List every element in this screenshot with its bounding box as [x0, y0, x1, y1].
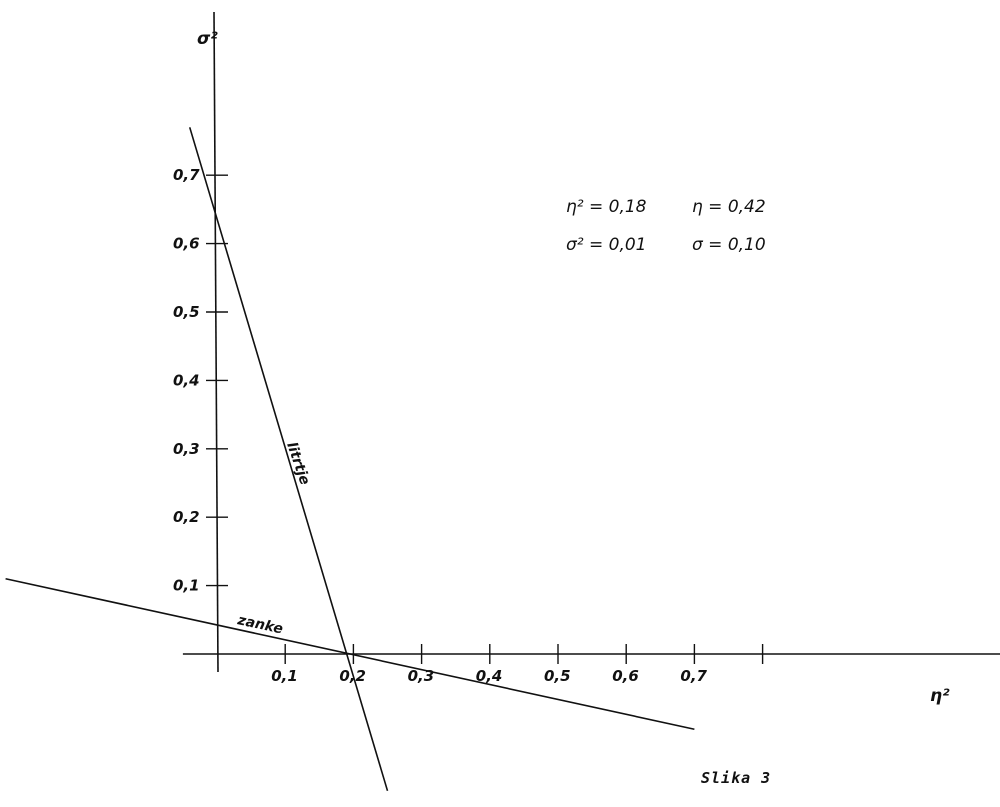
x-tick-label-5: 0,5 — [544, 667, 571, 685]
series — [5, 127, 695, 792]
annotation-block: η² = 0,18 η = 0,42 σ² = 0,01 σ = 0,10 — [566, 197, 766, 255]
annotation-sigma: σ = 0,10 — [692, 235, 766, 255]
y-tick-label-5: 0,5 — [173, 303, 200, 321]
x-tick-label-6: 0,6 — [612, 667, 639, 685]
x-tick-label-7: 0,7 — [680, 667, 707, 685]
y-tick-label-3: 0,3 — [173, 440, 200, 458]
ticks: 0,1 0,2 0,3 0,4 0,5 0,6 0,70,10,20,30,40,50,60… — [173, 166, 764, 685]
annotation-sigma-squared: σ² = 0,01 — [566, 235, 647, 255]
series-label-litrtje: litrtje — [283, 440, 313, 487]
annotation-eta-squared: η² = 0,18 — [566, 197, 647, 217]
y-axis-label: σ² — [197, 29, 218, 49]
y-tick-label-7: 0,7 — [173, 166, 200, 184]
series-line-litrtje — [188, 127, 389, 792]
y-axis — [213, 11, 219, 673]
axes — [182, 11, 1000, 673]
y-tick-label-4: 0,4 — [173, 371, 200, 389]
figure-caption: Slika 3 — [701, 769, 771, 787]
y-tick-label-1: 0,1 — [173, 577, 200, 595]
x-tick-label-4: 0,4 — [476, 667, 503, 685]
annotation-eta: η = 0,42 — [692, 197, 766, 217]
series-line-zanke — [5, 577, 695, 731]
y-tick-label-2: 0,2 — [173, 508, 200, 526]
x-axis-label: η² — [930, 686, 950, 706]
x-tick-label-1: 0,1 — [271, 667, 298, 685]
y-tick-label-6: 0,6 — [173, 235, 200, 253]
